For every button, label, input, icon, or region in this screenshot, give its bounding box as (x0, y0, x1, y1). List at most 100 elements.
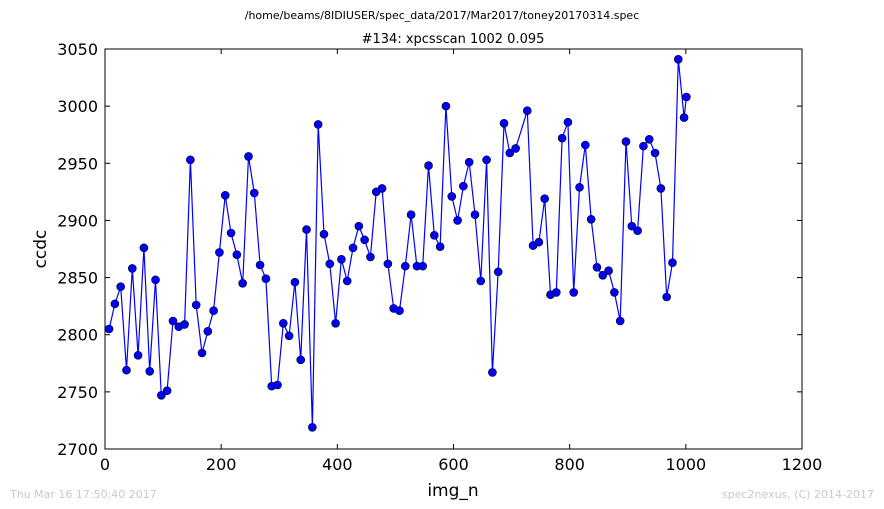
data-point (586, 214, 596, 224)
data-point (110, 299, 120, 309)
data-point (284, 331, 294, 341)
data-point (151, 275, 160, 285)
data-point (360, 235, 369, 245)
data-point (127, 264, 137, 273)
data-point (145, 366, 155, 376)
data-point (377, 184, 387, 193)
data-point (418, 261, 428, 271)
data-point (447, 192, 457, 201)
data-point (493, 267, 503, 277)
data-point (569, 288, 579, 297)
x-tick-label: 800 (554, 455, 585, 474)
data-point (180, 320, 189, 329)
data-point (627, 221, 637, 231)
data-point (354, 221, 364, 231)
data-point (610, 288, 619, 297)
x-axis-label: img_n (427, 481, 478, 501)
data-point (191, 300, 201, 310)
data-point (598, 270, 608, 280)
data-point (540, 194, 549, 204)
data-point (534, 237, 544, 247)
data-point (575, 182, 584, 192)
y-tick-label: 2900 (57, 211, 98, 230)
data-point (453, 216, 462, 225)
x-tick-label: 600 (438, 455, 469, 474)
y-tick-label: 2750 (57, 383, 98, 402)
data-point (400, 261, 410, 271)
data-point (122, 365, 131, 375)
data-point (290, 277, 300, 287)
data-point (476, 276, 486, 286)
data-point (168, 316, 178, 326)
data-layer (104, 54, 691, 432)
y-tick-label: 3050 (57, 40, 98, 59)
data-point (244, 152, 253, 161)
data-point (441, 101, 451, 111)
data-point (255, 260, 265, 270)
data-point (238, 278, 247, 288)
data-point (639, 141, 648, 151)
data-point (511, 144, 520, 153)
data-point (673, 54, 683, 64)
data-point (261, 274, 271, 284)
data-point (139, 243, 149, 253)
data-point (464, 157, 474, 167)
y-tick-label: 2850 (57, 269, 98, 288)
x-tick-label: 1000 (665, 455, 706, 474)
data-point (557, 133, 567, 143)
data-point (186, 155, 195, 165)
data-point (424, 161, 433, 170)
x-tick-label: 400 (322, 455, 353, 474)
data-point (459, 181, 468, 191)
data-point (133, 350, 143, 360)
data-point (348, 243, 358, 253)
data-point (668, 258, 677, 268)
data-point (215, 248, 224, 257)
data-point (302, 225, 311, 234)
data-point (383, 259, 393, 269)
data-point (621, 137, 631, 146)
data-point (615, 316, 625, 326)
data-point (273, 380, 282, 390)
data-point (488, 368, 497, 377)
data-point (406, 210, 416, 220)
data-point (592, 262, 602, 272)
plot-frame (104, 48, 803, 450)
data-point (633, 226, 642, 236)
y-axis-ticks: 2700 2750 2800 2850 2900 2950 3000 3050 (57, 40, 802, 459)
data-point (505, 148, 515, 158)
data-point (232, 250, 242, 260)
footer-credit: spec2nexus, (C) 2014-2017 (722, 488, 874, 501)
data-point (220, 190, 230, 200)
data-point (552, 288, 561, 297)
data-point (337, 254, 346, 264)
data-point (604, 266, 613, 276)
x-tick-label: 0 (100, 455, 110, 474)
data-point (319, 229, 329, 239)
y-tick-label: 2700 (57, 440, 98, 459)
data-point (157, 390, 166, 400)
data-point (430, 230, 439, 240)
x-tick-label: 1200 (782, 455, 823, 474)
data-point (563, 117, 573, 127)
data-point (522, 106, 532, 116)
x-tick-label: 200 (206, 455, 237, 474)
data-point (581, 140, 590, 150)
data-point (342, 276, 352, 286)
data-point (499, 118, 509, 128)
data-point (679, 113, 689, 122)
data-point (644, 134, 654, 144)
data-point (470, 210, 480, 220)
x-axis-ticks: 0 200 400 600 800 1000 1200 (100, 49, 822, 474)
chart-title: #134: xpcsscan 1002 0.095 (362, 32, 545, 47)
y-tick-label: 3000 (57, 97, 98, 116)
data-point (249, 188, 259, 198)
y-axis-label: ccdc (31, 230, 51, 269)
data-point (656, 184, 666, 193)
data-point (104, 324, 114, 334)
data-point (279, 318, 288, 328)
series-line (108, 59, 687, 428)
y-tick-label: 2800 (57, 326, 98, 345)
data-point (325, 259, 335, 269)
